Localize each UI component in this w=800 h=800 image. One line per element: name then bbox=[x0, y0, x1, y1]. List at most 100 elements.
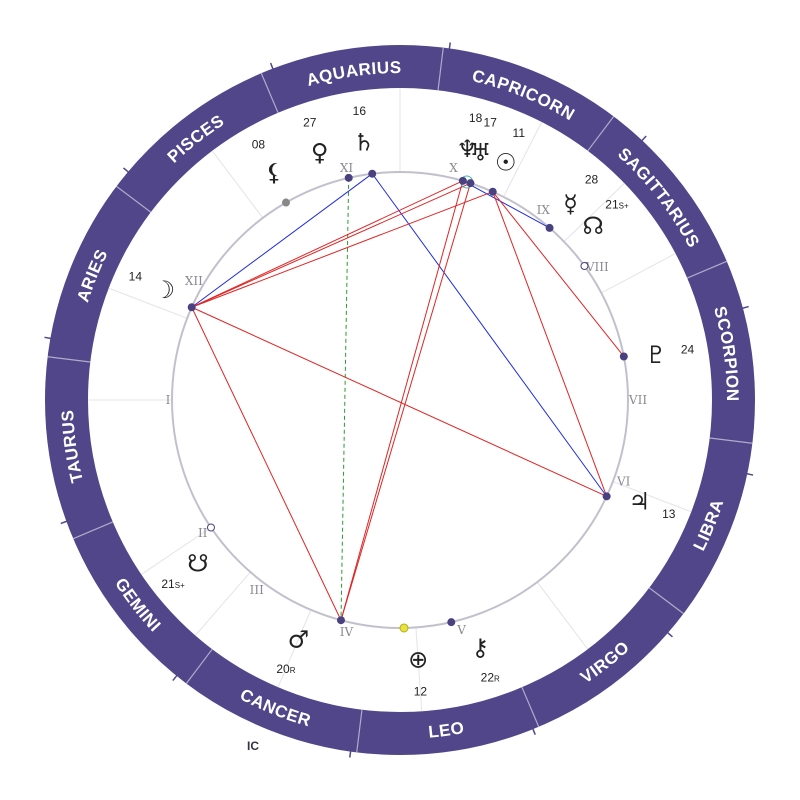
earth-point bbox=[399, 623, 409, 633]
house-number-ii: II bbox=[198, 526, 208, 540]
sign-label-leo: LEO bbox=[428, 718, 466, 742]
aspect-line-tense bbox=[191, 306, 607, 497]
house-cusp bbox=[194, 571, 251, 636]
sign-divider bbox=[72, 521, 114, 540]
house-number-viii: VIII bbox=[585, 260, 609, 274]
south-node-hollow-point bbox=[206, 523, 215, 532]
jupiter-icon: ♃ bbox=[629, 488, 651, 516]
north-node-point bbox=[545, 223, 554, 232]
sign-divider bbox=[437, 47, 444, 91]
neptune-icon: ♆ bbox=[457, 135, 479, 163]
sign-divider bbox=[260, 72, 279, 114]
saturn-icon: ♄ bbox=[353, 129, 375, 157]
degree-tick bbox=[665, 631, 673, 638]
north-node-icon: ☊ bbox=[583, 212, 604, 240]
aspect-lines bbox=[191, 173, 625, 621]
earth-icon: ⊕ bbox=[408, 645, 428, 673]
aspect-line-tense bbox=[340, 183, 471, 621]
moon-icon: ☽ bbox=[154, 276, 176, 304]
house-number-vii: VII bbox=[628, 393, 647, 407]
degree-tick bbox=[122, 167, 131, 174]
house-cusp-lines bbox=[88, 88, 692, 712]
house-cusp bbox=[601, 253, 676, 294]
degree-tick bbox=[349, 749, 352, 758]
sign-divider bbox=[648, 587, 684, 615]
south-node-icon: ☋ bbox=[187, 550, 208, 578]
house-number-x: X bbox=[449, 161, 458, 175]
house-number-xi: XI bbox=[340, 161, 354, 175]
aspect-line-tense bbox=[191, 191, 493, 308]
jupiter-point bbox=[602, 492, 611, 501]
aspect-line-tense bbox=[340, 180, 464, 621]
zodiac-band bbox=[45, 45, 755, 755]
planets-layer: ♄16♀27⚸08☽14♆18♅17☉11☿28☊21S+♇ 24♃ 13⚷22R⊕… bbox=[129, 104, 695, 698]
mercury-degree: 28 bbox=[585, 173, 599, 187]
mars-point bbox=[336, 616, 345, 625]
house-number-iii: III bbox=[250, 583, 264, 597]
house-number-ix: IX bbox=[537, 203, 551, 217]
axis-line bbox=[340, 177, 350, 621]
house-number-i: I bbox=[166, 393, 171, 407]
earth-degree: 12 bbox=[414, 684, 428, 698]
aspect-line-harmonious bbox=[462, 180, 550, 229]
chiron-point bbox=[447, 618, 456, 627]
chiron-icon: ⚷ bbox=[472, 633, 490, 661]
uranus-point bbox=[466, 179, 475, 188]
degree-tick bbox=[531, 727, 536, 735]
aspect-line-harmonious bbox=[191, 173, 373, 308]
node-hollow-point bbox=[580, 261, 589, 270]
sun-icon: ☉ bbox=[495, 148, 517, 176]
mercury-point bbox=[488, 187, 497, 196]
house-cusp bbox=[415, 627, 423, 712]
pluto-point bbox=[619, 352, 628, 361]
house-cusp bbox=[612, 481, 692, 513]
degree-tick bbox=[60, 520, 69, 525]
pluto-icon: ♇ bbox=[645, 341, 667, 369]
degree-tick bbox=[745, 472, 754, 476]
house-cusp bbox=[503, 121, 543, 198]
aspect-line-tense bbox=[492, 191, 608, 497]
degree-tick bbox=[448, 42, 451, 51]
sign-divider bbox=[185, 648, 213, 684]
house-cusp bbox=[141, 527, 212, 575]
saturn-point bbox=[368, 169, 377, 178]
saturn-degree: 16 bbox=[353, 104, 367, 118]
venus-point bbox=[344, 173, 353, 182]
sign-divider bbox=[709, 437, 753, 444]
mercury-icon: ☿ bbox=[563, 190, 578, 218]
house-number-vi: VI bbox=[616, 474, 631, 488]
mars-degree: 20R bbox=[276, 662, 295, 676]
planet-points bbox=[187, 169, 628, 633]
black-moon-lilith-degree: 08 bbox=[252, 138, 266, 152]
sign-divider bbox=[116, 185, 152, 213]
uranus-icon: ♅ bbox=[470, 139, 492, 167]
neptune-degree: 18 bbox=[469, 111, 483, 125]
black-moon-lilith-icon: ⚸ bbox=[265, 159, 283, 187]
ic-axis-label: IC bbox=[247, 739, 259, 753]
venus-degree: 27 bbox=[303, 115, 317, 129]
house-cusp bbox=[277, 609, 312, 688]
moon-degree: 14 bbox=[129, 270, 143, 284]
house-cusp bbox=[108, 287, 188, 319]
sun-degree: 11 bbox=[513, 126, 526, 140]
aspect-line-tense bbox=[191, 182, 471, 308]
degree-tick bbox=[269, 62, 275, 71]
uranus-degree: 17 bbox=[484, 115, 498, 129]
sign-divider bbox=[521, 686, 540, 728]
venus-icon: ♀ bbox=[311, 139, 329, 167]
mars-icon: ♂ bbox=[288, 625, 310, 653]
house-cusp bbox=[536, 581, 589, 650]
degree-tick bbox=[740, 305, 749, 310]
sign-divider bbox=[587, 116, 615, 152]
jupiter-degree: 13 bbox=[662, 507, 676, 521]
lilith-point bbox=[282, 198, 290, 207]
aspect-line-tense bbox=[492, 191, 625, 357]
house-number-iv: IV bbox=[340, 625, 354, 639]
north-node-degree: 21S+ bbox=[605, 198, 629, 212]
degree-tick bbox=[172, 673, 179, 682]
inner-aspect-circle bbox=[171, 171, 629, 629]
aspect-line-harmonious bbox=[371, 173, 608, 497]
house-cusp bbox=[211, 150, 264, 219]
pluto-degree: 24 bbox=[681, 342, 695, 356]
